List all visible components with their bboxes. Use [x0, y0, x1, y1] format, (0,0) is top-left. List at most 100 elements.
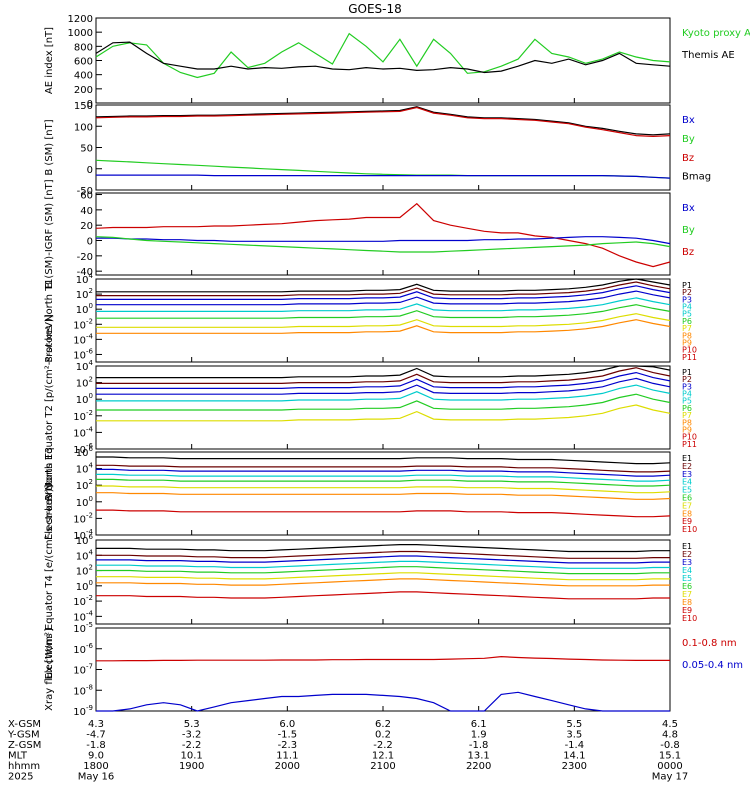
y-tick-label: 10-2: [73, 594, 93, 608]
legend-item: P3: [682, 382, 692, 391]
series-line: [96, 691, 670, 712]
legend-item: E8: [682, 598, 692, 607]
y-axis-label: Electrons Equator T4 [e/(cm²-s-sr-keV)]: [44, 484, 55, 679]
x-row-value: 6.2: [375, 719, 391, 730]
series-line: [96, 550, 670, 559]
legend-item: E4: [682, 478, 692, 487]
series-line: [96, 304, 671, 319]
series-line: [96, 492, 671, 500]
legend-item: E1: [682, 454, 692, 463]
y-tick-label: 100: [76, 392, 93, 406]
series-line: [96, 285, 671, 300]
y-tick-label: 10-5: [73, 621, 93, 635]
y-tick-label: 10-9: [73, 704, 93, 718]
legend-item: P11: [682, 353, 697, 362]
x-row-label: Z-GSM: [8, 740, 41, 751]
y-tick-label: 104: [76, 359, 94, 373]
legend-item: E3: [682, 558, 692, 567]
x-row-label: X-GSM: [8, 719, 41, 730]
series-line: [95, 32, 671, 79]
y-tick-label: 102: [76, 564, 93, 578]
x-row-value: 12.1: [372, 751, 394, 762]
legend-item: P4: [682, 303, 692, 312]
y-axis-label: Protons Equator T2 [p/(cm²-s-sr-keV)]: [44, 314, 55, 501]
panel-8: 10-5 10-6 10-7 10-8 10-9 Xray flux [W/m²] 0.1-…: [44, 621, 743, 718]
y-tick-label: 1200: [68, 14, 93, 25]
x-row-value: -2.2: [182, 740, 202, 751]
x-row-value: -4.7: [86, 730, 106, 741]
x-row-value: 10.1: [181, 751, 203, 762]
series-line: [96, 393, 671, 411]
legend-item: E5: [682, 486, 692, 495]
x-row-value: -1.8: [86, 740, 106, 751]
y-tick-label: 0: [87, 165, 93, 176]
y-tick-label: 10-7: [73, 663, 93, 677]
y-tick-label: 106: [76, 445, 94, 459]
series-line: [96, 377, 671, 395]
series-line: [96, 555, 670, 564]
series-line: [96, 367, 671, 384]
legend-item: Themis AE: [681, 50, 735, 61]
x-row-value: 13.1: [468, 751, 490, 762]
legend-item: Kyoto proxy AE: [682, 28, 750, 39]
legend-item: 0.05-0.4 nm: [682, 660, 743, 671]
y-tick-label: 10-6: [73, 642, 93, 656]
series-line: [96, 478, 671, 487]
y-tick-label: 10-4: [73, 528, 93, 542]
y-tick-label: 40: [80, 206, 93, 217]
x-row-value: 15.1: [659, 751, 681, 762]
legend-item: E1: [682, 542, 692, 551]
legend-item: E9: [682, 517, 692, 526]
x-row-value: -1.8: [469, 740, 489, 751]
series-line: [96, 456, 671, 465]
legend-item: E10: [682, 525, 697, 534]
series-line: [95, 41, 671, 74]
series-line: [95, 106, 671, 136]
x-row-value: 0000: [657, 761, 682, 772]
legend-item: P6: [682, 317, 692, 326]
y-tick-label: 102: [76, 287, 93, 301]
legend-item: P9: [682, 338, 692, 347]
series-line: [96, 655, 670, 662]
legend-item: E5: [682, 574, 692, 583]
x-row-value: 4.5: [662, 719, 678, 730]
legend-item: P10: [682, 346, 697, 355]
x-axis-table: X-GSM 4.3 5.3 6.0 6.2 6.1 5.5 4.5Y-GSM -4.7 -3.2-…: [7, 719, 688, 783]
series-line: [96, 485, 671, 494]
series-line: [96, 566, 670, 575]
y-axis-label: Electrons North T3: [44, 447, 55, 540]
y-tick-label: 400: [74, 71, 93, 82]
x-row-value: 3.5: [566, 730, 582, 741]
series-line: [95, 202, 671, 268]
legend-item: P10: [682, 433, 697, 442]
legend-item: P7: [682, 324, 692, 333]
legend-item: P5: [682, 310, 692, 319]
legend-item: E10: [682, 614, 697, 623]
series-line: [96, 365, 671, 379]
legend-item: Bz: [682, 153, 694, 164]
y-tick-label: 60: [80, 191, 93, 202]
x-row-value: May 16: [78, 772, 115, 783]
x-row-value: 4.8: [662, 730, 678, 741]
series-line: [96, 174, 671, 179]
panel-1: 1200 1000 800 600 400 200 0 AE index [nT] Kyoto …: [44, 14, 750, 110]
x-row-value: 2200: [466, 761, 491, 772]
x-row-value: 1900: [179, 761, 204, 772]
y-tick-label: -20: [77, 252, 93, 263]
y-tick-label: 0: [87, 237, 93, 248]
panel-frame: [95, 104, 671, 191]
legend-item: Bx: [682, 115, 695, 126]
series-line: [96, 313, 671, 328]
series-line: [96, 278, 671, 293]
series-line: [96, 591, 670, 600]
legend-item: P2: [682, 375, 692, 384]
series-line: [96, 509, 671, 518]
legend-item: P4: [682, 390, 692, 399]
y-tick-label: 10-4: [73, 332, 93, 346]
legend-item: P7: [682, 411, 692, 420]
chart-title: GOES-18: [348, 2, 402, 16]
y-axis-label: B (SM)-IGRF (SM) [nT]: [44, 179, 55, 288]
legend-item: E4: [682, 566, 692, 575]
x-row-value: 2300: [562, 761, 587, 772]
